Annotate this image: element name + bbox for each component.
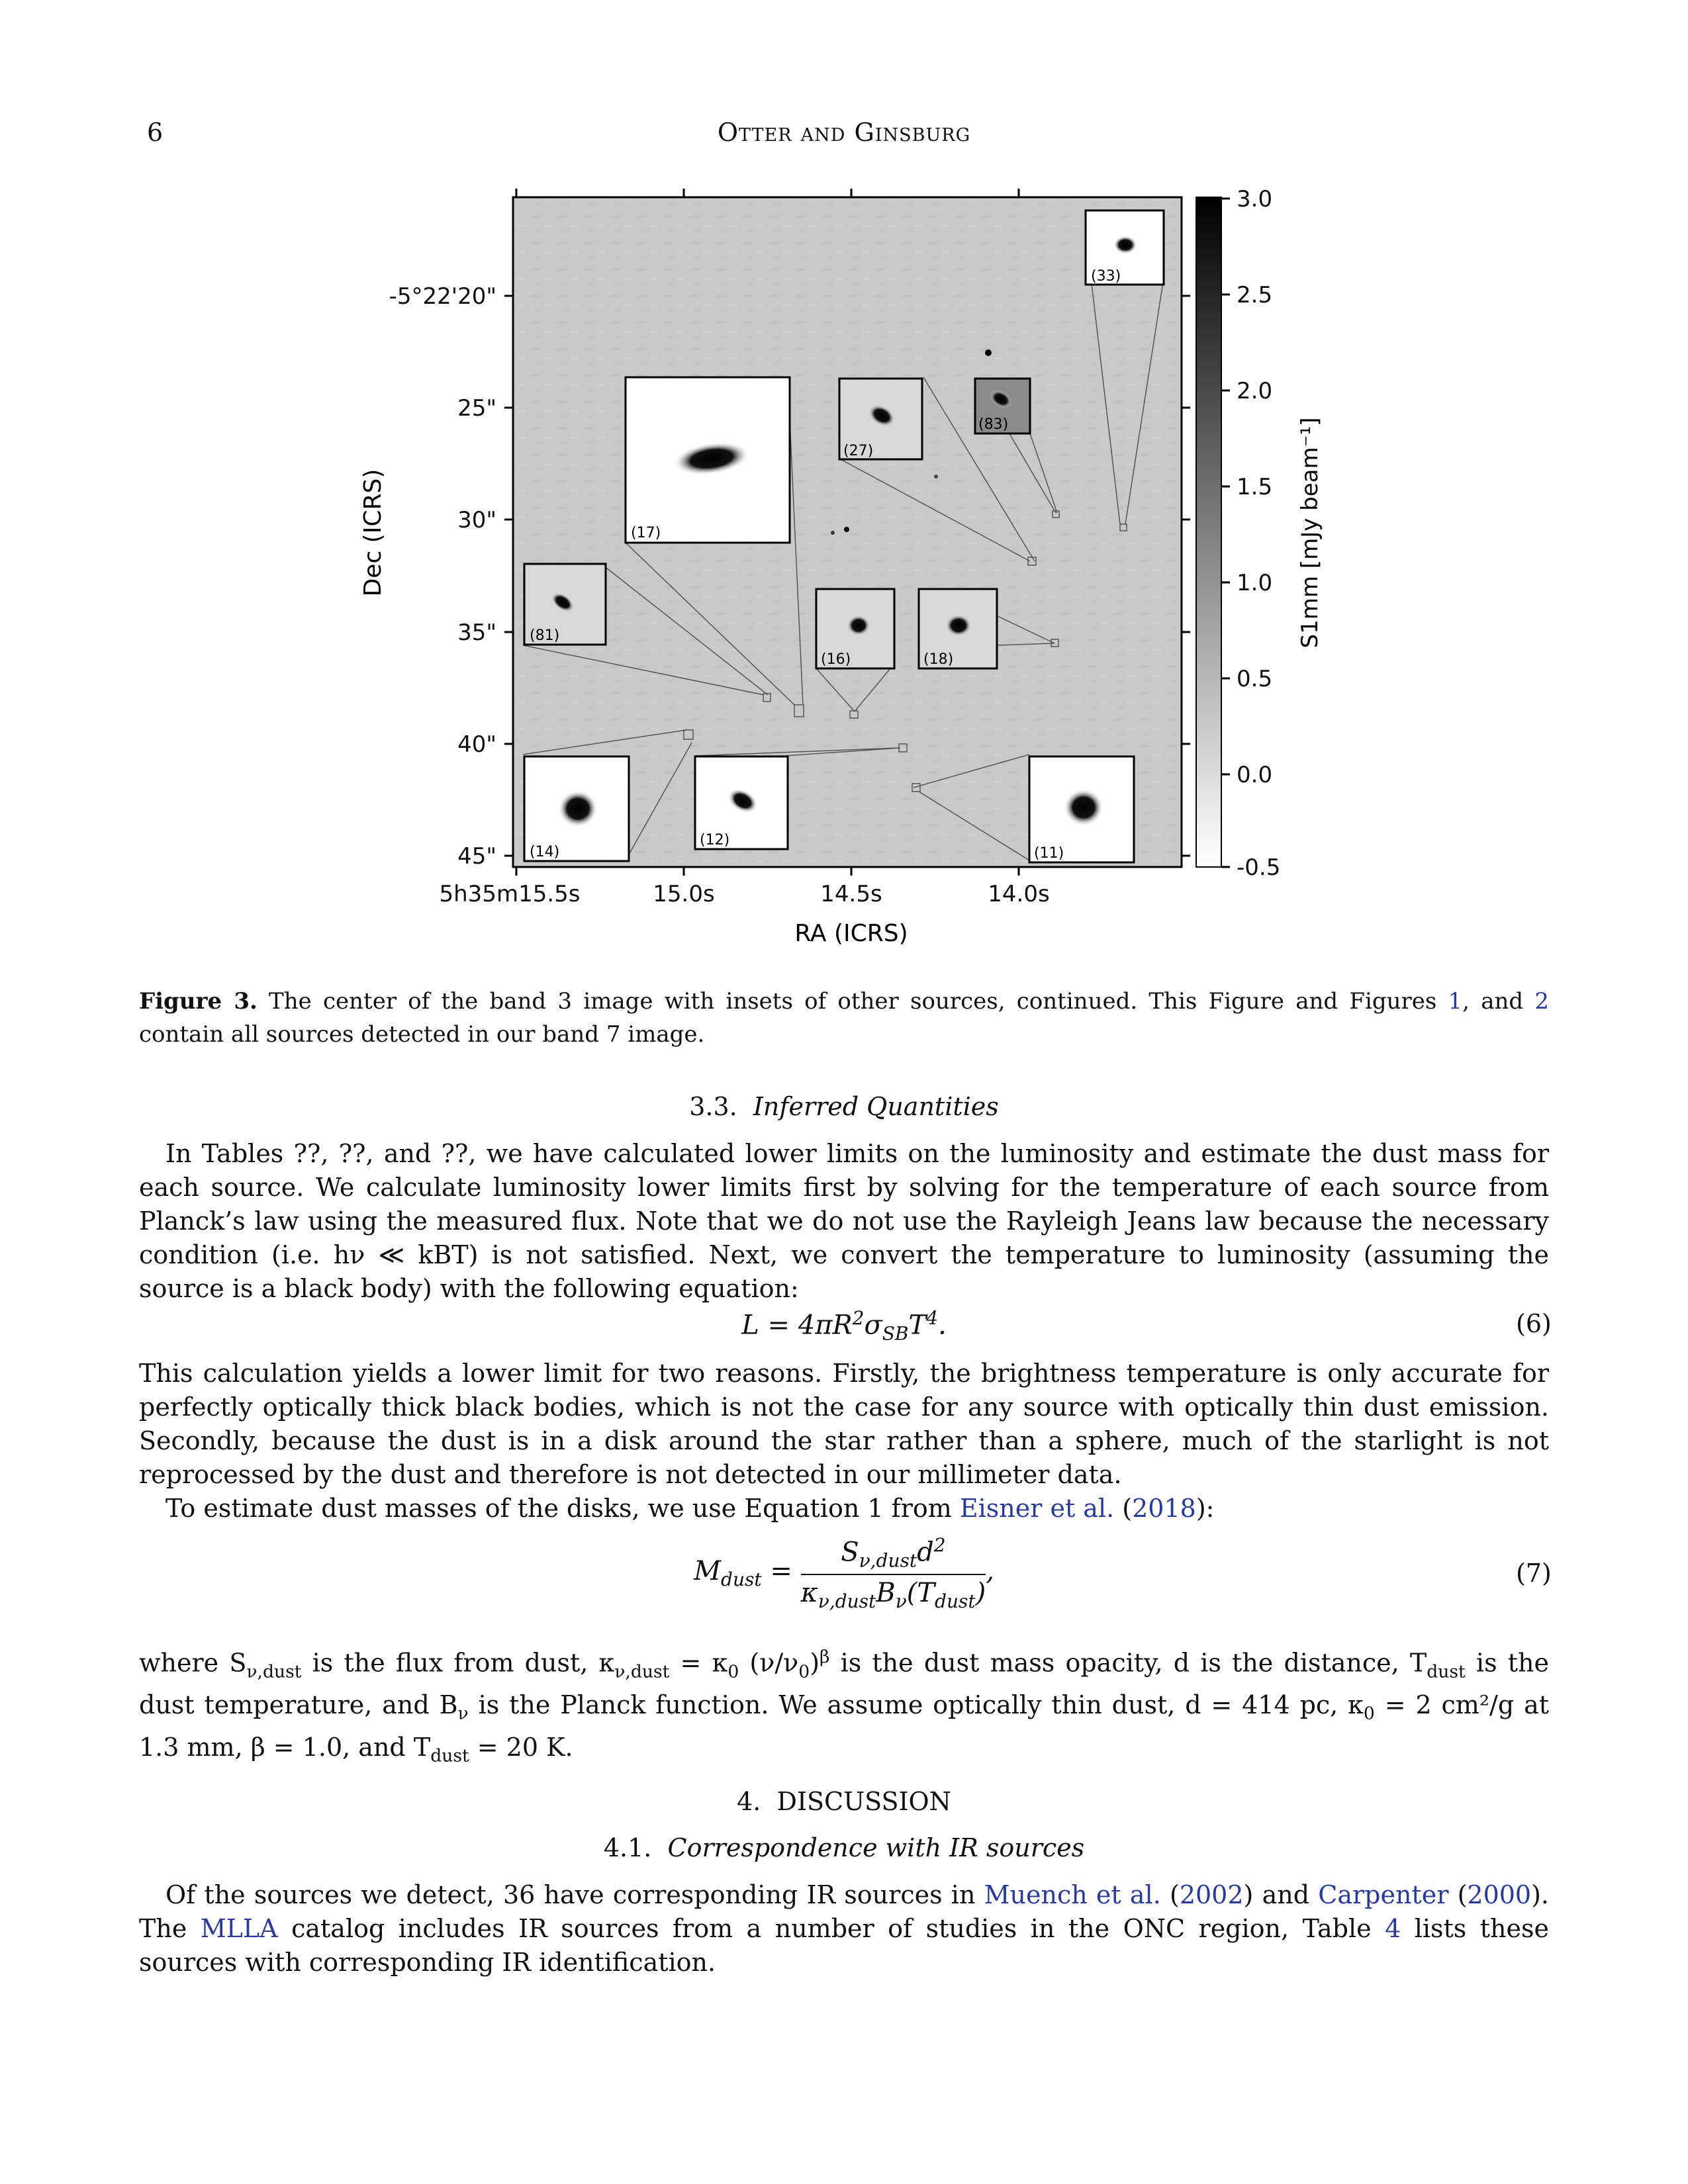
colorbar-label: S1mm [mJy beam⁻¹] [1297,418,1323,649]
svg-text:(83): (83) [978,416,1008,433]
equation-number-7: (7) [1516,1559,1552,1588]
dec-tick-label: 30" [457,507,496,533]
dec-tick-label: -5°22'20" [389,283,496,310]
dec-tick-label: 35" [457,619,496,646]
svg-text:(27): (27) [843,443,873,459]
ra-axis-label: RA (ICRS) [794,920,908,947]
svg-text:(18): (18) [923,651,953,668]
inset-81: (81) [523,563,607,646]
equation-number-6: (6) [1516,1309,1552,1338]
figure-ref-link[interactable]: 1 [1448,988,1463,1015]
colorbar-tick: 3.0 [1237,186,1272,212]
paragraph-ir-sources: Of the sources we detect, 36 have corres… [139,1880,1550,1977]
table-ref-link[interactable]: 4 [1385,1914,1401,1943]
dec-tick-label: 45" [457,843,496,870]
dec-tick-label: 25" [457,395,496,422]
figure-3: (33) (17) (27) (83) (81) (16) (18) (14) [359,186,1323,947]
citation-link[interactable]: MLLA [200,1914,278,1943]
svg-text:(81): (81) [530,627,559,644]
dec-tick-label: 40" [457,731,496,758]
inset-17: (17) [624,376,791,544]
dec-axis-label: Dec (ICRS) [359,469,387,597]
page-number: 6 [147,118,164,147]
citation-link[interactable]: Eisner et al. [959,1494,1115,1523]
ra-tick-label: 14.0s [988,881,1049,907]
figure-ref-link[interactable]: 2 [1534,988,1549,1015]
inset-33: (33) [1084,209,1165,286]
equation-6: L = 4πR2σSBT4. [741,1307,947,1345]
paragraph-assumptions: where Sν,dust is the flux from dust, κν,… [139,1647,1549,1766]
citation-link[interactable]: Muench et al. [984,1880,1161,1909]
svg-text:(12): (12) [700,832,729,848]
paragraph-luminosity: In Tables ??, ??, and ??, we have calcul… [139,1139,1549,1303]
section-heading-4: 4. DISCUSSION [737,1787,951,1816]
colorbar-tick: 1.5 [1237,474,1272,500]
equation-7: Mdust = Sν,dustd2 κν,dustBν(Tdust), [694,1534,994,1613]
inset-14: (14) [523,755,630,862]
svg-text:(16): (16) [821,651,851,668]
colorbar-tick: 0.5 [1237,666,1272,692]
inset-27: (27) [838,377,923,461]
ra-tick-label: 5h35m15.5s [440,881,581,907]
inset-11: (11) [1028,755,1135,864]
citation-year-link[interactable]: 2000 [1467,1880,1532,1909]
colorbar-tick: 2.5 [1237,282,1272,308]
svg-text:(17): (17) [631,525,661,541]
inset-16: (16) [815,588,896,670]
citation-link[interactable]: Carpenter [1318,1880,1449,1909]
svg-text:(14): (14) [530,844,559,860]
colorbar [1196,197,1222,868]
running-head: Otter and Ginsburg [717,118,971,147]
ra-tick-label: 14.5s [820,881,882,907]
citation-year-link[interactable]: 2002 [1179,1880,1244,1909]
svg-text:(11): (11) [1034,845,1064,862]
colorbar-tick: 2.0 [1237,378,1272,404]
inset-12: (12) [694,755,789,850]
figure-caption: Figure 3. The center of the band 3 image… [139,988,1549,1048]
inset-83: (83) [974,377,1031,435]
paragraph-lower-limit: This calculation yields a lower limit fo… [139,1359,1549,1489]
colorbar-tick: 0.0 [1237,762,1272,788]
citation-year-link[interactable]: 2018 [1132,1494,1196,1523]
colorbar-tick: 1.0 [1237,570,1272,596]
svg-text:(33): (33) [1091,268,1121,285]
section-heading-4-1: 4.1. Correspondence with IR sources [603,1833,1085,1862]
ra-tick-label: 15.0s [653,881,714,907]
inset-18: (18) [917,588,998,670]
section-heading-3-3: 3.3. Inferred Quantities [689,1092,999,1121]
main-image-panel [512,196,1183,868]
paragraph-dust-masses: To estimate dust masses of the disks, we… [165,1494,1215,1523]
colorbar-tick: -0.5 [1237,854,1280,881]
